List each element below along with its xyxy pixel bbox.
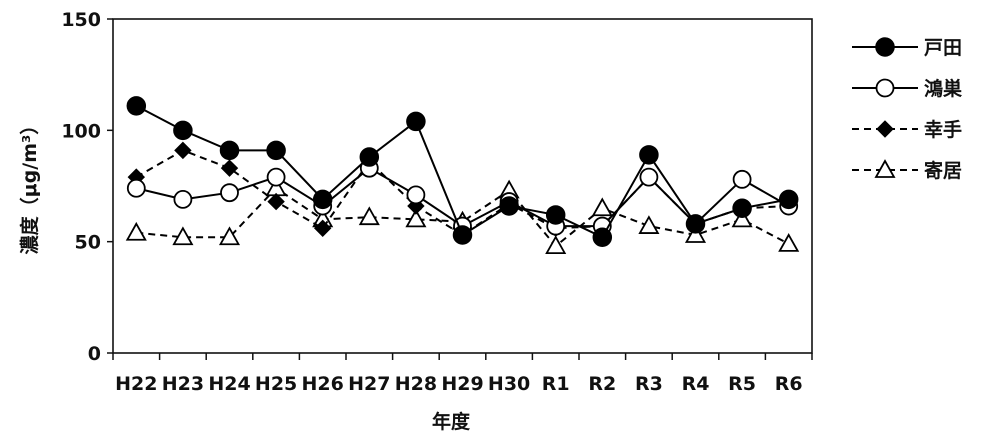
data-point [592,227,613,247]
x-tick-label: R4 [682,373,710,395]
y-tick-label: 0 [88,343,101,365]
data-point [359,147,380,167]
series-line [135,149,789,237]
x-tick-label: H24 [208,373,250,395]
x-tick-label: R3 [635,373,663,395]
data-point [405,208,427,228]
data-point [639,145,659,165]
series-layer [125,96,800,255]
data-point [267,192,285,211]
legend-marker [875,37,895,57]
data-point [406,185,426,205]
data-point [218,226,241,246]
data-point [220,183,239,203]
legend-item: 寄居 [852,159,962,182]
legend-label: 鴻巣 [924,77,963,100]
legend-label: 戸田 [924,37,962,59]
data-point [638,215,660,234]
data-point [684,224,707,243]
x-tick-label: H22 [115,373,157,395]
data-point [685,214,706,234]
data-point [778,189,799,210]
y-tick-label: 100 [61,120,101,142]
x-tick-label: H25 [255,373,297,395]
series-line [136,186,790,248]
data-point [406,111,426,132]
data-point [732,198,752,219]
x-axis-ticks: H22 H23 H24 H25 H26 H27 H28 H29 H30 R1 R2 R3 R4 R5 R6 [112,353,813,395]
data-point [266,167,286,187]
data-point [174,141,192,160]
y-tick-label: 150 [61,9,101,31]
legend-item: 幸手 [852,118,962,141]
x-tick-label: R5 [728,373,756,395]
x-tick-label: H26 [302,373,344,395]
data-point [452,225,473,245]
data-point [778,233,800,252]
x-tick-label: R6 [775,373,803,395]
data-point [173,120,193,141]
legend-marker [875,78,895,98]
x-tick-label: H29 [441,373,483,395]
data-point [732,169,752,189]
data-point [312,189,333,210]
data-point [591,197,613,217]
plot-frame [112,18,813,354]
data-point [219,140,240,161]
data-point [731,208,753,228]
data-point [545,235,567,255]
data-point [639,167,659,187]
y-axis-title: 濃度（μg/m³） [18,116,41,255]
data-point [172,226,194,246]
data-point [313,219,332,238]
y-tick-label: 50 [75,232,101,254]
data-point [358,206,380,226]
x-tick-label: H28 [395,373,437,395]
x-tick-label: H27 [348,373,390,395]
data-point [266,140,286,161]
data-point [499,196,519,216]
legend-item: 鴻巣 [852,77,963,100]
data-point [126,96,147,116]
data-point [126,178,146,198]
x-tick-label: H30 [488,373,530,395]
series-1 [126,96,799,247]
x-axis-title: 年度 [432,410,471,433]
y-axis-ticks: 0 50 100 150 [61,9,113,365]
data-point [545,205,566,225]
data-point [173,189,193,209]
legend-marker [876,120,894,138]
legend-marker [874,159,896,178]
legend-item: 戸田 [852,37,962,59]
legend-label: 幸手 [924,118,962,141]
data-point [220,159,239,177]
x-tick-label: R1 [542,373,570,395]
data-point [125,221,147,241]
plot-area [112,18,813,354]
x-tick-label: H23 [162,373,204,395]
legend-label: 寄居 [924,159,962,182]
x-tick-label: R2 [588,373,616,395]
